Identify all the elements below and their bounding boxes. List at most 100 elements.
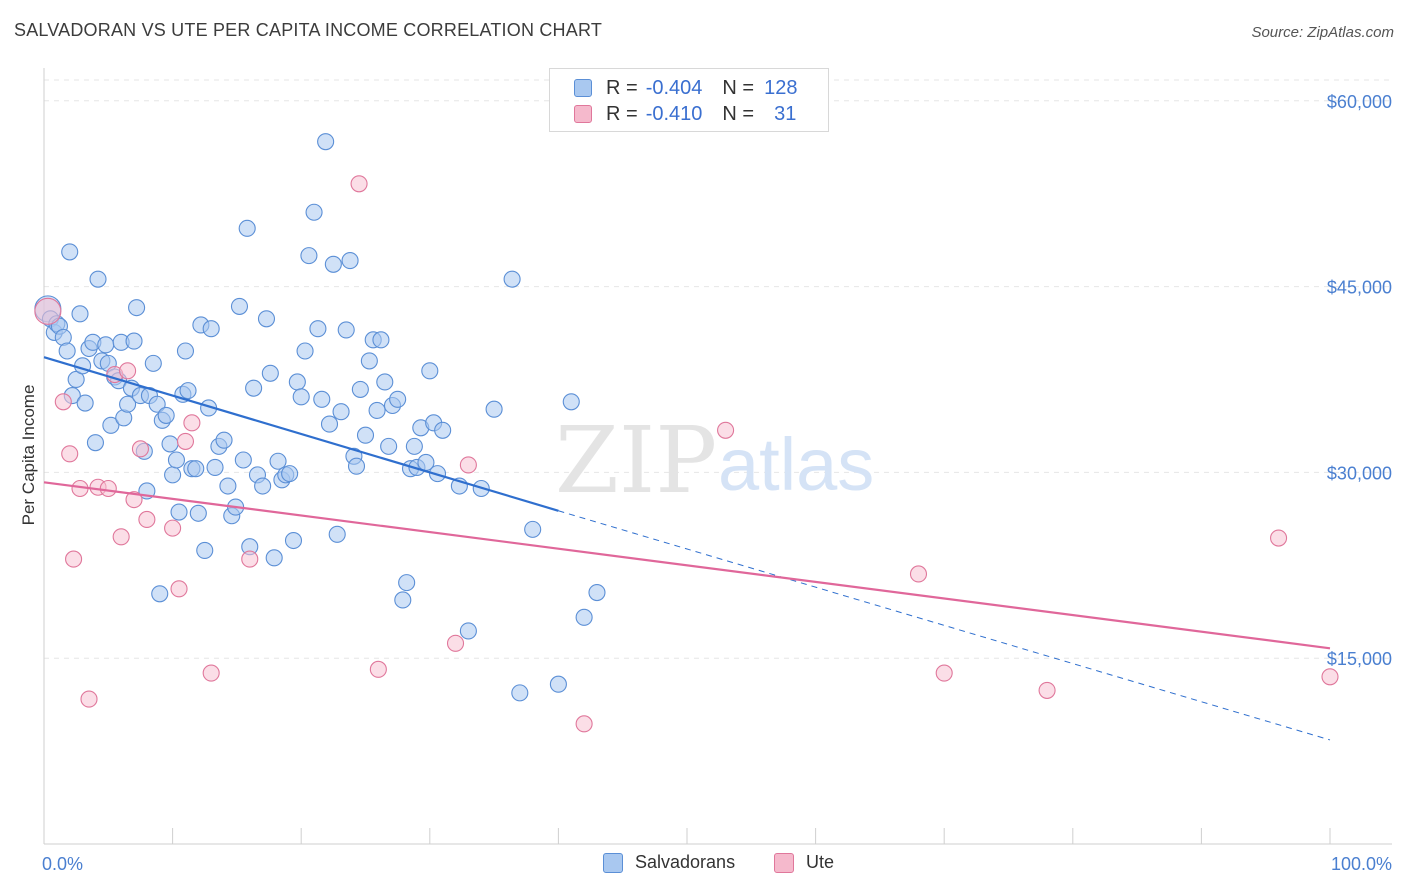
ute-point	[34, 297, 62, 325]
salvadorans-point	[284, 531, 303, 550]
ute-point	[176, 432, 195, 450]
chart-source: Source: ZipAtlas.com	[1251, 24, 1394, 41]
series-swatch-ute	[774, 852, 794, 873]
salvadorans-point	[337, 321, 355, 339]
salvadorans-trend-line	[43, 356, 559, 512]
ute-point	[183, 414, 201, 432]
ute-point	[138, 510, 156, 529]
salvadorans-point	[562, 393, 580, 411]
ute-point	[1038, 681, 1056, 699]
series-legend-ute: Ute	[774, 852, 834, 873]
salvadorans-point	[269, 452, 287, 470]
salvadorans-point	[368, 401, 386, 420]
ute-point	[369, 660, 387, 678]
salvadorans-point	[511, 684, 529, 702]
ute-point	[202, 664, 220, 682]
salvadorans-point	[288, 373, 306, 391]
salvadorans-point	[257, 310, 276, 328]
ute-point	[575, 715, 593, 733]
ute-point	[99, 479, 117, 498]
salvadorans-point	[503, 270, 521, 288]
salvadorans-point	[320, 415, 339, 433]
salvadorans-point	[324, 255, 342, 273]
salvadorans-point	[347, 457, 366, 475]
salvadorans-point	[296, 342, 314, 360]
salvadorans-point	[405, 437, 423, 455]
y-tick-label: $60,000	[1327, 92, 1392, 112]
x-tick-label-end: 100.0%	[1331, 854, 1392, 874]
salvadorans-point	[61, 243, 79, 261]
salvadorans-point	[254, 477, 272, 495]
salvadorans-point	[292, 388, 310, 406]
legend-r-value: -0.410	[645, 102, 703, 125]
salvadorans-point	[313, 390, 331, 408]
x-tick-label-start: 0.0%	[42, 854, 83, 874]
legend-row-ute: R = -0.410 N = 31	[574, 102, 796, 126]
salvadorans-point	[234, 451, 252, 469]
ute-point	[459, 456, 477, 474]
salvadorans-point	[170, 503, 188, 521]
salvadorans-point	[398, 574, 416, 592]
salvadorans-trend-extension	[558, 510, 1331, 741]
y-tick-label: $15,000	[1327, 649, 1392, 669]
salvadorans-point	[71, 305, 89, 323]
salvadorans-point	[86, 434, 104, 452]
salvadorans-point	[328, 525, 346, 543]
salvadorans-point	[421, 362, 439, 380]
salvadorans-point	[588, 583, 606, 602]
ute-point	[170, 580, 188, 598]
salvadorans-point	[144, 354, 162, 372]
legend-r-value: -0.404	[645, 76, 703, 99]
salvadorans-point	[434, 421, 452, 439]
salvadorans-point	[332, 403, 350, 421]
salvadorans-point	[161, 435, 179, 453]
salvadorans-point	[356, 426, 375, 444]
ute-point	[935, 664, 953, 682]
ute-points	[34, 175, 1339, 733]
salvadorans-point	[219, 477, 237, 495]
salvadorans-point	[157, 406, 175, 424]
series-legend-salvadorans: Salvadorans	[603, 852, 735, 873]
salvadorans-point	[394, 591, 412, 609]
salvadorans-point	[300, 247, 318, 265]
salvadorans-points	[34, 133, 606, 702]
salvadorans-point	[485, 400, 503, 418]
ute-point	[131, 440, 149, 458]
ute-point	[125, 491, 143, 509]
ute-point	[61, 445, 79, 463]
watermark: ZIP atlas	[555, 407, 874, 514]
ute-point	[164, 519, 182, 537]
salvadorans-point	[389, 390, 407, 408]
x-tick-labels: 0.0% 100.0%	[42, 854, 1392, 874]
ute-point	[54, 393, 72, 411]
salvadorans-point	[196, 541, 214, 559]
legend-swatch-ute	[574, 105, 592, 123]
salvadorans-point	[360, 352, 378, 370]
series-swatch-salvadorans	[603, 852, 623, 873]
ute-point	[350, 175, 368, 193]
chart-title: SALVADORAN VS UTE PER CAPITA INCOME CORR…	[14, 20, 603, 40]
ute-point	[909, 565, 928, 583]
salvadorans-point	[459, 622, 477, 640]
salvadorans-point	[202, 320, 220, 338]
salvadorans-point	[128, 299, 146, 317]
ute-point	[65, 550, 83, 568]
y-tick-labels: $15,000 $30,000 $45,000 $60,000	[1327, 92, 1392, 669]
salvadorans-point	[215, 431, 233, 449]
salvadorans-point	[376, 373, 394, 391]
salvadorans-point	[89, 270, 107, 288]
legend-n-value: 31	[774, 102, 797, 125]
salvadorans-point	[341, 252, 359, 270]
salvadorans-point	[309, 320, 327, 338]
salvadorans-point	[189, 504, 207, 522]
y-tick-label: $45,000	[1327, 278, 1392, 298]
salvadorans-point	[102, 416, 120, 434]
series-label-salvadorans: Salvadorans	[635, 852, 736, 872]
salvadorans-point	[97, 336, 115, 354]
salvadorans-point	[58, 342, 76, 360]
salvadorans-point	[281, 465, 299, 483]
ute-point	[119, 362, 137, 380]
salvadorans-point	[119, 395, 137, 413]
ute-trend-line	[43, 481, 1331, 650]
salvadorans-point	[167, 451, 186, 469]
